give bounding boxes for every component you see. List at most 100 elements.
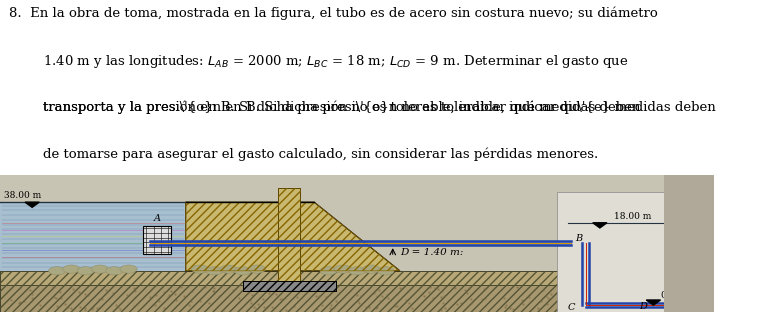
Point <box>198 285 211 290</box>
Point <box>429 285 442 290</box>
Circle shape <box>49 267 66 275</box>
Point <box>73 290 85 295</box>
Point <box>213 294 225 299</box>
Point <box>245 293 258 298</box>
Point <box>82 292 94 297</box>
Point <box>554 289 566 294</box>
Point <box>51 304 63 309</box>
Point <box>320 295 332 300</box>
Point <box>261 305 273 310</box>
Point <box>291 295 303 300</box>
Point <box>461 290 473 295</box>
Point <box>127 285 140 290</box>
Point <box>353 300 365 305</box>
Point <box>202 300 215 305</box>
Point <box>276 297 289 302</box>
Bar <box>0 271 571 285</box>
Polygon shape <box>185 202 400 271</box>
Point <box>406 306 418 311</box>
Point <box>500 303 513 308</box>
Point <box>544 292 557 297</box>
Point <box>175 285 188 290</box>
Point <box>14 286 26 291</box>
Point <box>249 306 262 311</box>
Point <box>352 298 364 303</box>
Point <box>269 291 282 296</box>
Point <box>432 286 445 291</box>
Point <box>163 293 175 298</box>
Point <box>323 305 336 310</box>
Circle shape <box>334 265 351 273</box>
Point <box>120 292 133 297</box>
Point <box>242 289 254 294</box>
Circle shape <box>348 267 366 275</box>
Point <box>318 289 330 294</box>
Circle shape <box>91 265 109 273</box>
Point <box>62 305 74 310</box>
Point <box>244 298 256 303</box>
Point <box>401 289 414 294</box>
Point <box>157 290 170 295</box>
Point <box>217 307 229 312</box>
Circle shape <box>220 265 237 273</box>
Point <box>517 302 530 307</box>
Point <box>463 285 476 290</box>
Circle shape <box>249 265 266 273</box>
Point <box>65 305 77 310</box>
Point <box>24 287 36 292</box>
Point <box>94 304 107 309</box>
Point <box>449 285 462 290</box>
Point <box>310 287 322 292</box>
Point <box>394 285 406 290</box>
Point <box>149 302 161 307</box>
Point <box>164 288 177 293</box>
Point <box>161 295 174 300</box>
Point <box>438 305 451 310</box>
Point <box>182 303 195 308</box>
Point <box>262 290 275 295</box>
Point <box>86 306 98 311</box>
Bar <box>0 285 571 312</box>
Point <box>391 292 403 297</box>
Point <box>79 291 91 296</box>
Point <box>150 292 162 297</box>
Point <box>542 296 554 301</box>
Point <box>478 286 490 291</box>
Point <box>507 307 520 312</box>
Point <box>313 293 325 298</box>
Point <box>208 289 220 294</box>
Point <box>438 294 450 299</box>
Point <box>26 295 39 300</box>
Point <box>208 289 220 294</box>
Point <box>171 298 183 303</box>
Point <box>389 304 401 309</box>
Point <box>424 284 436 289</box>
Point <box>363 305 375 310</box>
Point <box>375 293 388 298</box>
Point <box>18 299 30 304</box>
Point <box>416 291 428 296</box>
Point <box>36 287 49 292</box>
Text: 18.00 m: 18.00 m <box>615 212 652 221</box>
Point <box>96 296 108 301</box>
Text: A: A <box>154 214 161 223</box>
Point <box>371 294 384 299</box>
Point <box>248 304 260 309</box>
Point <box>476 297 489 302</box>
Point <box>157 305 170 310</box>
Point <box>465 301 477 306</box>
Point <box>14 300 26 305</box>
Point <box>540 294 552 299</box>
Point <box>499 304 511 309</box>
Point <box>243 290 256 295</box>
Text: 8.  En la obra de toma, mostrada en la figura, el tubo es de acero sin costura n: 8. En la obra de toma, mostrada en la fi… <box>9 6 658 20</box>
Point <box>516 298 529 303</box>
Circle shape <box>363 265 380 273</box>
Point <box>272 286 284 291</box>
Point <box>256 297 269 302</box>
Text: D = 1.40 m:: D = 1.40 m: <box>400 248 463 257</box>
Point <box>511 285 523 290</box>
Point <box>227 288 239 293</box>
Point <box>49 296 62 301</box>
Point <box>535 299 547 304</box>
